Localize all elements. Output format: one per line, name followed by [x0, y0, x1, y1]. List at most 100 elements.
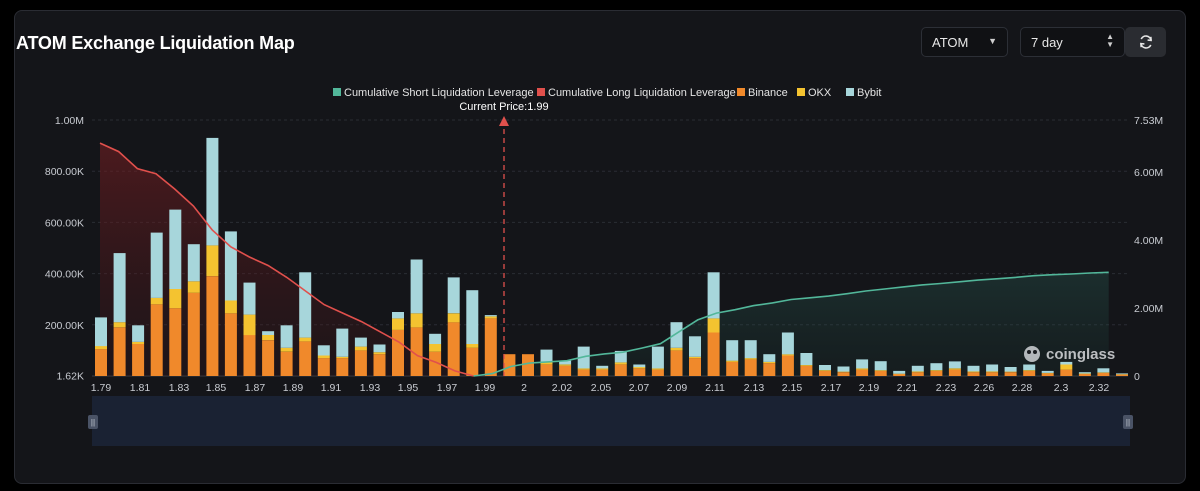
legend-item[interactable]: Cumulative Short Liquidation Leverage — [333, 87, 534, 99]
bar-stack[interactable] — [132, 325, 145, 376]
bar-okx — [429, 344, 442, 352]
bar-stack[interactable] — [262, 331, 275, 376]
bar-bybit — [132, 325, 145, 342]
bar-bybit — [800, 353, 813, 365]
bar-okx — [392, 318, 404, 330]
bar-stack[interactable] — [95, 317, 107, 376]
legend-item[interactable]: OKX — [797, 87, 832, 99]
bar-okx — [651, 368, 664, 370]
bar-stack[interactable] — [522, 354, 534, 376]
bar-stack[interactable] — [948, 361, 961, 376]
bar-stack[interactable] — [484, 315, 497, 376]
bar-stack[interactable] — [243, 282, 256, 376]
bar-stack[interactable] — [744, 340, 757, 376]
bar-stack[interactable] — [893, 370, 906, 376]
left-axis: 1.62K 200.00K 400.00K 600.00K 800.00K 1.00M — [45, 115, 84, 383]
bar-stack[interactable] — [206, 137, 219, 376]
bar-okx — [95, 346, 107, 350]
x-tick-label: 2.28 — [1012, 382, 1033, 394]
legend-swatch — [333, 88, 341, 96]
bar-okx — [466, 344, 479, 348]
bar-stack[interactable] — [447, 277, 460, 376]
bar-stack[interactable] — [317, 345, 330, 376]
bar-stack[interactable] — [874, 361, 887, 376]
refresh-button[interactable] — [1125, 27, 1166, 57]
bar-okx — [577, 368, 590, 370]
bar-stack[interactable] — [1078, 372, 1091, 376]
bar-stack[interactable] — [1041, 370, 1054, 376]
bar-stack[interactable] — [856, 359, 869, 376]
bar-okx — [224, 300, 237, 314]
bar-stack[interactable] — [763, 354, 776, 376]
bar-bybit — [856, 359, 869, 369]
short-cumulative-line — [473, 271, 1109, 377]
bar-stack[interactable] — [559, 360, 572, 376]
bar-okx — [169, 289, 182, 309]
bar-okx — [410, 313, 423, 328]
bar-stack[interactable] — [651, 346, 664, 376]
short-area — [473, 272, 1109, 376]
refresh-icon — [1139, 35, 1152, 49]
bar-stack[interactable] — [596, 365, 609, 376]
bar-stack[interactable] — [1023, 364, 1036, 377]
bar-okx — [744, 358, 757, 360]
bar-stack[interactable] — [726, 340, 739, 376]
bar-stack[interactable] — [800, 353, 813, 376]
bar-okx — [819, 370, 831, 371]
bar-stack[interactable] — [410, 259, 423, 377]
bar-bybit — [373, 344, 386, 353]
bar-stack[interactable] — [707, 272, 720, 376]
bar-stack[interactable] — [150, 232, 163, 376]
bar-stack[interactable] — [1004, 367, 1017, 376]
bar-stack[interactable] — [819, 365, 831, 376]
coin-select[interactable]: ATOM ▼ — [921, 27, 1008, 57]
legend-item[interactable]: Binance — [737, 87, 788, 99]
bar-okx — [206, 245, 219, 277]
zoom-slider[interactable]: || || — [88, 396, 1133, 446]
bar-binance — [911, 372, 924, 376]
bar-bybit — [280, 325, 293, 348]
bar-stack[interactable] — [113, 253, 126, 376]
slider-handle-right[interactable] — [1123, 415, 1133, 429]
bar-stack[interactable] — [670, 322, 683, 376]
bar-stack[interactable] — [986, 364, 999, 377]
bar-stack[interactable] — [1116, 373, 1128, 376]
bar-stack[interactable] — [224, 231, 237, 376]
bar-bybit — [911, 365, 924, 372]
bar-stack[interactable] — [577, 346, 590, 376]
bar-stack[interactable] — [1060, 361, 1073, 376]
bar-stack[interactable] — [967, 365, 980, 376]
bar-stack[interactable] — [689, 336, 701, 376]
bar-stack[interactable] — [187, 244, 200, 376]
bar-stack[interactable] — [169, 209, 182, 376]
bar-stack[interactable] — [466, 290, 479, 376]
slider-handle-left[interactable] — [88, 415, 98, 429]
bar-stack[interactable] — [336, 328, 349, 376]
bar-okx — [484, 316, 497, 319]
bar-stack[interactable] — [930, 363, 943, 376]
bar-stack[interactable] — [633, 364, 646, 377]
bar-stack[interactable] — [837, 366, 850, 377]
legend-item[interactable]: Cumulative Long Liquidation Leverage — [537, 87, 736, 99]
bar-binance — [967, 372, 980, 376]
bar-bybit — [948, 361, 961, 369]
bar-stack[interactable] — [614, 350, 627, 376]
chevron-down-icon: ▼ — [988, 36, 997, 46]
bar-stack[interactable] — [354, 337, 367, 376]
x-tick-label: 1.99 — [475, 382, 496, 394]
bar-binance — [299, 341, 312, 376]
bar-stack[interactable] — [781, 332, 794, 377]
bar-stack[interactable] — [429, 333, 442, 376]
bar-stack[interactable] — [392, 312, 404, 376]
bar-stack[interactable] — [280, 325, 293, 376]
bar-stack[interactable] — [540, 349, 553, 376]
bar-binance — [1097, 372, 1110, 376]
bar-stack[interactable] — [503, 354, 516, 376]
y-right-tick-label: 7.53M — [1134, 115, 1163, 127]
period-select[interactable]: 7 day ▲ ▼ — [1020, 27, 1125, 57]
bar-stack[interactable] — [1097, 368, 1110, 376]
legend-item[interactable]: Bybit — [846, 87, 881, 99]
bar-stack[interactable] — [911, 365, 924, 376]
bar-bybit — [1023, 364, 1036, 371]
bar-stack[interactable] — [373, 344, 386, 377]
